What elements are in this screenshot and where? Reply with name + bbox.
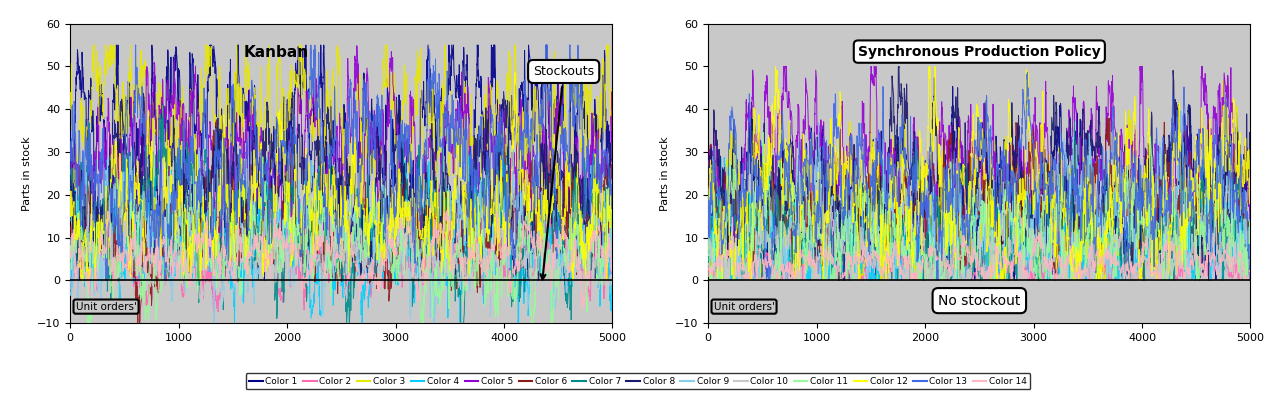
Text: Synchronous Production Policy: Synchronous Production Policy — [857, 45, 1101, 59]
Text: Kanban: Kanban — [244, 45, 309, 59]
Y-axis label: Parts in stock: Parts in stock — [660, 136, 670, 211]
Text: Unit orders': Unit orders' — [713, 302, 775, 312]
Y-axis label: Parts in stock: Parts in stock — [22, 136, 32, 211]
Legend: Color 1, Color 2, Color 3, Color 4, Color 5, Color 6, Color 7, Color 8, Color 9,: Color 1, Color 2, Color 3, Color 4, Colo… — [245, 373, 1031, 390]
Text: No stockout: No stockout — [938, 294, 1021, 308]
Text: Unit orders': Unit orders' — [75, 302, 137, 312]
Text: Stockouts: Stockouts — [533, 65, 595, 279]
